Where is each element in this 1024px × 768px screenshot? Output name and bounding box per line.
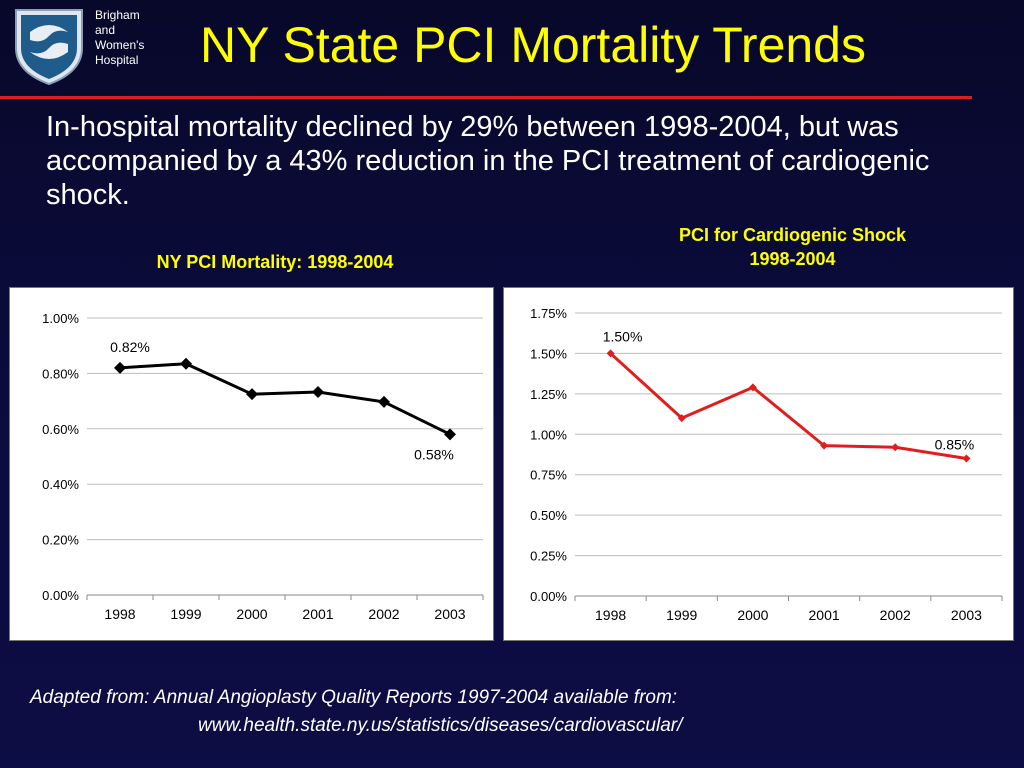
logo-line: and <box>95 23 116 37</box>
y-tick-label: 0.20% <box>42 533 79 548</box>
logo-line: Women's <box>95 38 145 52</box>
logo-line: Brigham <box>95 8 140 22</box>
slide-title: NY State PCI Mortality Trends <box>200 17 866 73</box>
x-tick-label: 1998 <box>595 607 626 623</box>
y-tick-label: 0.75% <box>530 468 567 483</box>
y-tick-label: 1.75% <box>530 306 567 321</box>
data-label: 0.82% <box>110 339 150 355</box>
x-tick-label: 2001 <box>809 607 840 623</box>
data-point <box>114 361 126 374</box>
y-tick-label: 1.50% <box>530 346 567 361</box>
y-tick-label: 1.00% <box>42 311 79 326</box>
hospital-shield-logo <box>15 9 83 86</box>
data-point <box>748 383 757 392</box>
y-tick-label: 0.00% <box>530 589 567 604</box>
y-tick-label: 0.25% <box>530 549 567 564</box>
y-tick-label: 0.80% <box>42 366 79 381</box>
series-line <box>119 362 451 436</box>
chart-mortality-plot: 0.00% 0.20% 0.40% 0.60% 0.80% 1.00% 1998 1999 20… <box>42 311 484 622</box>
source-line-2: www.health.state.ny.us/statistics/diseas… <box>198 715 683 736</box>
y-tick-label: 0.40% <box>42 477 79 492</box>
x-tick-label: 2002 <box>880 607 911 623</box>
data-point <box>444 428 456 441</box>
x-tick-label: 2003 <box>951 607 982 623</box>
intro-text: In-hospital mortality declined by 29% be… <box>46 111 930 211</box>
logo-line: Hospital <box>95 53 139 67</box>
x-tick-label: 1998 <box>104 606 135 622</box>
chart-shock-plot: 0.00% 0.25% 0.50% 0.75% 1.00% 1.25% 1.50% 1.75%… <box>530 306 1003 623</box>
source-citation: Adapted from: Annual Angioplasty Quality… <box>30 684 682 740</box>
data-point <box>378 395 390 408</box>
x-tick-label: 2000 <box>737 607 768 623</box>
chart-title-line: PCI for Cardiogenic Shock <box>678 225 907 245</box>
chart-title-shock: PCI for Cardiogenic Shock 1998-2004 <box>600 223 985 271</box>
data-point <box>820 441 829 450</box>
x-tick-label: 2002 <box>368 606 399 622</box>
chart-mortality: 0.00% 0.20% 0.40% 0.60% 0.80% 1.00% 1998 1999 20… <box>9 287 494 641</box>
data-point <box>606 349 615 358</box>
y-tick-label: 1.25% <box>530 387 567 402</box>
series-line <box>609 352 967 461</box>
y-tick-label: 0.60% <box>42 422 79 437</box>
y-tick-label: 0.00% <box>42 588 79 603</box>
x-tick-label: 1999 <box>170 606 201 622</box>
data-point <box>962 454 971 463</box>
chart-title-mortality: NY PCI Mortality: 1998-2004 <box>156 252 394 272</box>
data-point <box>312 385 324 398</box>
source-line-1: Adapted from: Annual Angioplasty Quality… <box>30 687 678 708</box>
chart-title-line: 1998-2004 <box>749 249 836 269</box>
hospital-name: Brigham and Women's Hospital <box>95 8 144 68</box>
data-point <box>677 414 686 423</box>
data-point <box>246 388 258 401</box>
data-point <box>891 443 900 452</box>
x-tick-label: 2000 <box>236 606 267 622</box>
title-divider <box>0 96 972 99</box>
data-point <box>180 357 192 370</box>
data-label: 0.58% <box>414 446 454 462</box>
x-tick-label: 2003 <box>434 606 465 622</box>
x-tick-label: 2001 <box>302 606 333 622</box>
x-tick-label: 1999 <box>666 607 697 623</box>
data-label: 0.85% <box>935 437 975 453</box>
y-tick-label: 1.00% <box>530 427 567 442</box>
data-label: 1.50% <box>603 328 643 344</box>
chart-shock: 0.00% 0.25% 0.50% 0.75% 1.00% 1.25% 1.50% 1.75%… <box>503 287 1014 641</box>
y-tick-label: 0.50% <box>530 508 567 523</box>
